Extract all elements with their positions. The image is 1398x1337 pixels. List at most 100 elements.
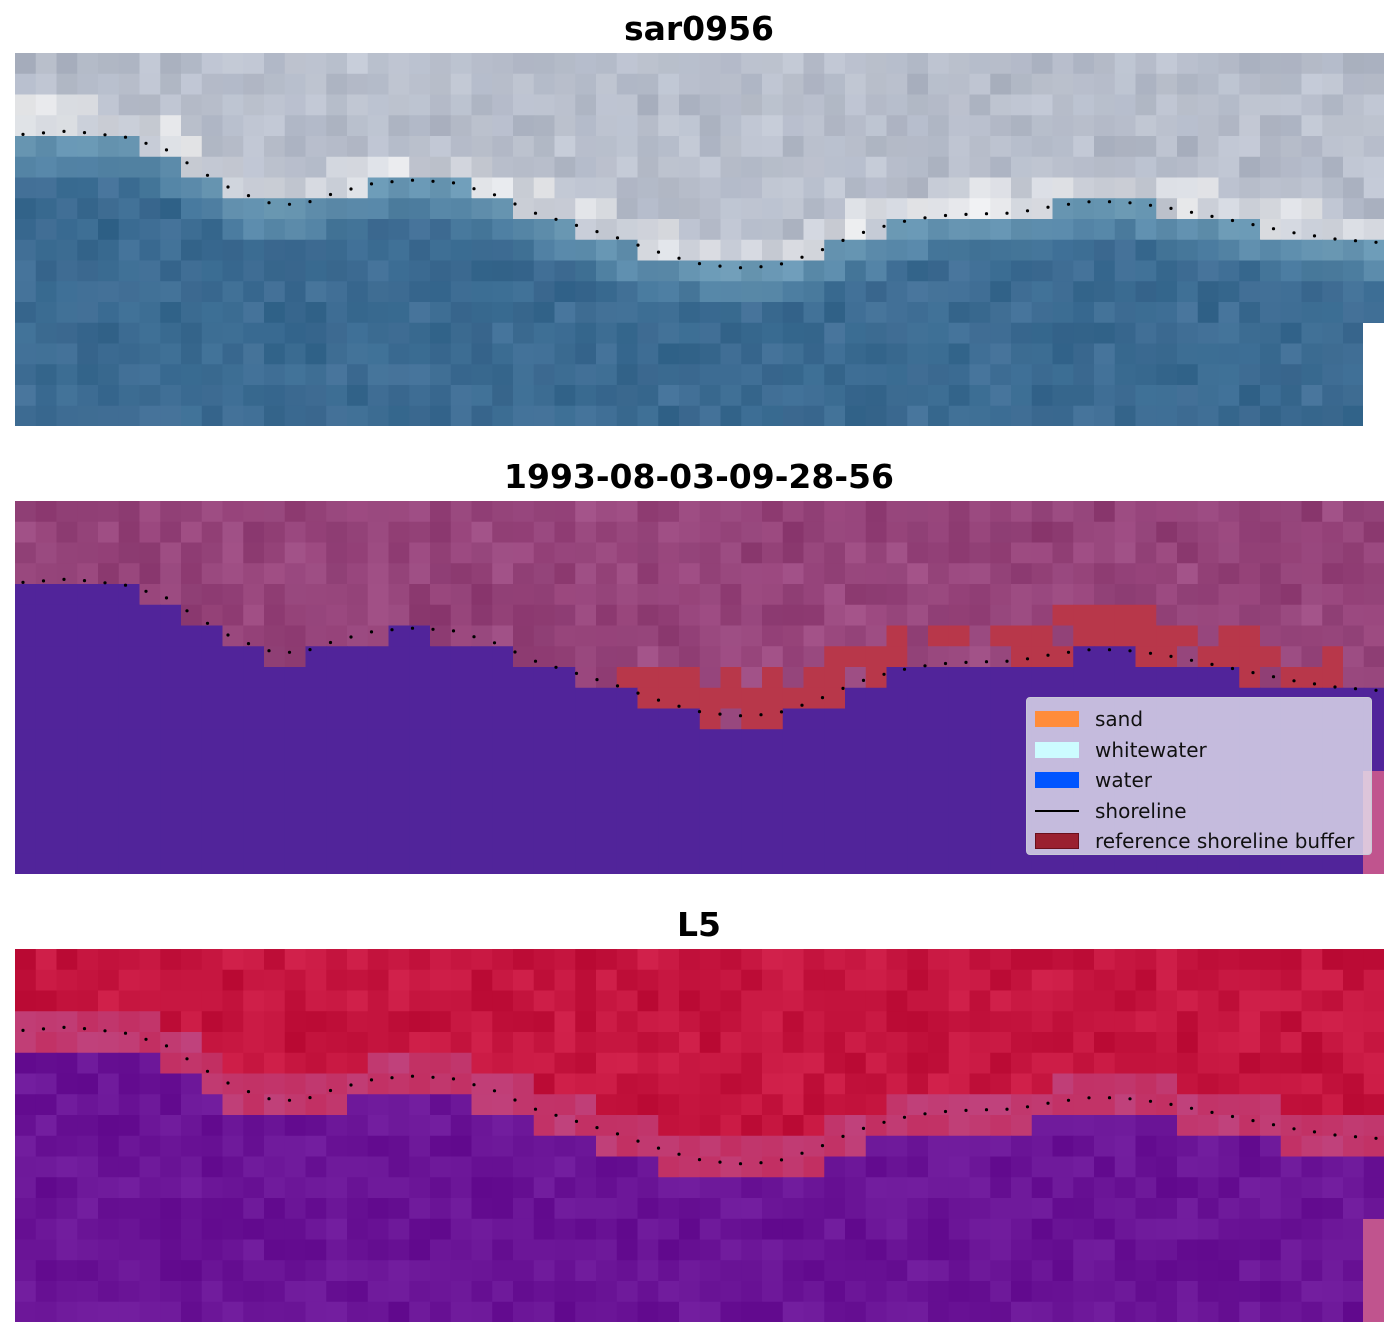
shoreline-point (1292, 231, 1296, 235)
shoreline-point (287, 650, 292, 654)
legend-label-shoreline: shoreline (1095, 798, 1187, 823)
shoreline-point (349, 635, 353, 639)
shoreline-point (164, 1044, 169, 1048)
shoreline-point (1189, 1106, 1194, 1110)
shoreline-point (718, 1160, 722, 1164)
shoreline-point (554, 217, 558, 221)
shoreline-point (431, 627, 435, 631)
shoreline-point (308, 200, 312, 204)
shoreline-point (1148, 651, 1153, 655)
shoreline-point (882, 224, 886, 228)
shoreline-point (82, 579, 87, 583)
legend-item-sand: sand (1035, 704, 1363, 735)
shoreline-point (902, 219, 907, 223)
shoreline-point (861, 1126, 866, 1130)
shoreline-point (882, 1120, 886, 1124)
shoreline-point (1333, 685, 1337, 689)
shoreline-point (205, 621, 210, 625)
shoreline-point (1025, 209, 1030, 213)
shoreline-point (103, 133, 107, 137)
shoreline-point (779, 1158, 784, 1162)
shoreline-line-swatch (1035, 809, 1079, 812)
shoreline-point (615, 1132, 620, 1136)
shoreline-point (82, 131, 87, 135)
shoreline-point (779, 262, 784, 266)
shoreline-point (328, 640, 333, 645)
shoreline-point (1128, 201, 1132, 205)
shoreline-point (902, 667, 907, 671)
shoreline-point (226, 185, 230, 189)
shoreline-point (1292, 679, 1296, 683)
legend-item-reference-buffer: reference shoreline buffer (1035, 826, 1363, 857)
shoreline-point (451, 181, 456, 185)
legend-item-water: water (1035, 765, 1363, 796)
shoreline-point (1230, 1114, 1235, 1119)
shoreline-point (1087, 648, 1091, 652)
water-index-image (15, 949, 1384, 1322)
legend-label-reference-buffer: reference shoreline buffer (1095, 829, 1355, 854)
shoreline-point (205, 173, 210, 177)
panel-title-rgb: sar0956 (623, 9, 775, 48)
shoreline-point (1025, 657, 1030, 661)
shoreline-point (369, 182, 374, 186)
rgb-image-panel (15, 53, 1384, 426)
shoreline-point (1169, 1102, 1173, 1106)
shoreline-point (62, 1025, 66, 1029)
shoreline-point (677, 256, 681, 260)
shoreline-point (1251, 223, 1255, 227)
shoreline-point (226, 633, 230, 637)
shoreline-point (1333, 237, 1337, 241)
shoreline-point (308, 648, 312, 652)
shoreline-point (1189, 210, 1194, 214)
shoreline-point (1005, 211, 1009, 215)
panel-title-index: L5 (677, 905, 721, 944)
shoreline-point (1230, 666, 1235, 671)
shoreline-point (1374, 1136, 1378, 1140)
shoreline-point (636, 1139, 640, 1143)
shoreline-point (41, 579, 46, 583)
whitewater-swatch (1035, 741, 1079, 758)
no-data-edge (1363, 323, 1384, 426)
shoreline-point (820, 696, 825, 700)
shoreline-point (1312, 234, 1317, 238)
shoreline-point (1005, 659, 1009, 663)
shoreline-point (267, 649, 271, 653)
shoreline-point (964, 660, 968, 664)
shoreline-point (103, 1029, 107, 1033)
shoreline-point (349, 1083, 353, 1087)
shoreline-point (1210, 1110, 1214, 1114)
shoreline-point (841, 686, 845, 690)
shoreline-point (861, 230, 866, 234)
shoreline-point (1271, 227, 1276, 231)
shoreline-point (123, 135, 128, 139)
shoreline-point (759, 265, 763, 269)
shoreline-point (902, 1115, 907, 1119)
shoreline-point (656, 250, 661, 254)
shoreline-point (964, 212, 968, 216)
shoreline-point (144, 1037, 148, 1041)
legend-label-water: water (1095, 768, 1152, 793)
shoreline-point (595, 1126, 599, 1130)
legend-label-whitewater: whitewater (1095, 737, 1207, 762)
shoreline-point (1046, 1101, 1050, 1105)
shoreline-point (1087, 200, 1091, 204)
shoreline-point (246, 1090, 251, 1094)
shoreline-point (554, 665, 558, 669)
shoreline-point (677, 704, 681, 708)
shoreline-point (21, 1028, 25, 1032)
shoreline-point (718, 712, 722, 716)
shoreline-point (615, 684, 620, 688)
shoreline-point (574, 223, 579, 227)
shoreline-point (574, 1119, 579, 1123)
shoreline-point (533, 1107, 538, 1111)
shoreline-point (390, 628, 394, 632)
shoreline-point (287, 202, 292, 206)
shoreline-point (246, 194, 251, 198)
reference-buffer-swatch (1035, 833, 1079, 850)
shoreline-point (800, 255, 804, 259)
shoreline-point (1292, 1127, 1296, 1131)
shoreline-point (656, 1146, 661, 1150)
shoreline-point (1066, 1098, 1071, 1102)
shoreline-point (1128, 649, 1132, 653)
shoreline-point (984, 1108, 989, 1112)
